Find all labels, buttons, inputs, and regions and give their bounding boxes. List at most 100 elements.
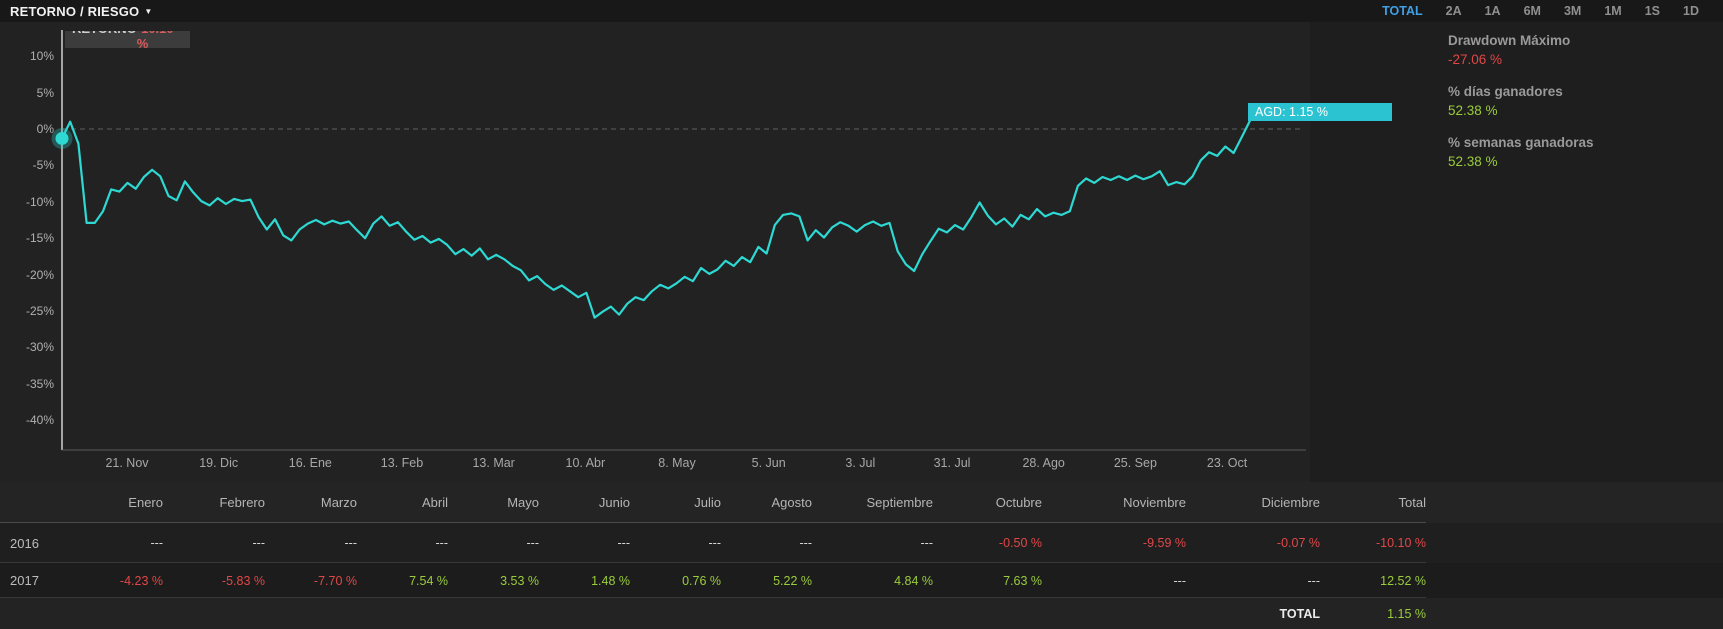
table-row-2016: 2016 --- --- --- --- --- --- --- --- --- -0.50 % -9… (0, 523, 1723, 563)
agd-value-badge: AGD: 1.15 % (1248, 103, 1392, 121)
y-tick-label: -5% (32, 158, 54, 173)
table-cell: Febrero (219, 495, 265, 510)
period-button-1s[interactable]: 1S (1644, 4, 1661, 18)
table-cell: Octubre (995, 495, 1042, 510)
stat-value: 52.38 % (1448, 103, 1498, 118)
y-tick-label: -15% (25, 231, 54, 246)
period-button-1d[interactable]: 1D (1683, 4, 1699, 18)
period-button-1m[interactable]: 1M (1604, 4, 1622, 18)
table-cell: Agosto (771, 495, 812, 510)
table-cell: --- (1307, 573, 1321, 588)
x-tick-label: 19. Dic (199, 456, 239, 470)
table-cell: 3.53 % (500, 573, 539, 588)
stats-panel: Drawdown Máximo -27.06 % % días ganadore… (1448, 33, 1718, 186)
table-cell: Diciembre (1261, 495, 1320, 510)
table-cell: -10.10 % (1375, 536, 1426, 550)
table-cell: 5.22 % (773, 573, 812, 588)
chart-panel: 10% 5% 0% -5% -10% -15% -20% -25% -30% -35% -40% 2… (0, 22, 1392, 482)
retorno-series-line (60, 119, 1252, 319)
chevron-down-icon: ▼ (144, 7, 153, 16)
x-tick-label: 10. Abr (565, 456, 606, 470)
stat-value: 52.38 % (1448, 154, 1498, 169)
table-cell: --- (344, 536, 358, 550)
x-tick-label: 25. Sep (1113, 456, 1157, 470)
table-cell: -7.70 % (313, 573, 357, 588)
x-tick-label: 3. Jul (845, 456, 876, 470)
table-cell: Noviembre (1123, 495, 1186, 510)
tooltip-value: -10.10 % (136, 31, 174, 48)
y-tick-label: -10% (25, 194, 54, 209)
monthly-returns-table: Enero Febrero Marzo Abril Mayo Junio Julio Agos… (0, 482, 1723, 629)
table-cell: Enero (128, 495, 163, 510)
stat-winning-days: % días ganadores 52.38 % (1448, 84, 1718, 118)
stat-value: -27.06 % (1448, 52, 1503, 67)
view-selector-dropdown[interactable]: RETORNO / RIESGO ▼ (10, 4, 152, 19)
table-cell: 7.63 % (1003, 573, 1042, 588)
table-cell: --- (708, 536, 722, 550)
y-tick-label: -25% (25, 304, 54, 318)
y-tick-label: 0% (36, 122, 54, 136)
x-tick-label: 5. Jun (751, 456, 786, 470)
table-cell: 0.76 % (682, 573, 721, 588)
table-cell: -0.50 % (998, 536, 1042, 550)
table-cell: --- (526, 536, 540, 550)
x-tick-label: 31. Jul (933, 456, 971, 470)
y-tick-label: -40% (25, 413, 54, 428)
x-tick-label: 28. Ago (1022, 456, 1065, 470)
table-cell: Total (1398, 495, 1426, 510)
retorno-line-chart[interactable] (0, 22, 1310, 452)
x-tick-label: 13. Feb (380, 456, 424, 470)
table-cell: --- (1173, 573, 1187, 588)
table-cell: -5.83 % (221, 573, 265, 588)
table-cell: Julio (694, 495, 721, 510)
period-button-3m[interactable]: 3M (1563, 4, 1582, 18)
table-cell: --- (920, 536, 934, 550)
y-tick-label: -35% (25, 376, 54, 391)
total-value: 1.15 % (1387, 606, 1426, 621)
table-cell: 4.84 % (894, 573, 933, 588)
table-cell: -0.07 % (1276, 536, 1320, 550)
x-tick-label: 13. Mar (472, 456, 515, 470)
stat-winning-weeks: % semanas ganadoras 52.38 % (1448, 135, 1718, 169)
table-cell: 12.52 % (1380, 573, 1426, 588)
table-cell: --- (252, 536, 266, 550)
total-label: TOTAL (1279, 606, 1320, 621)
table-row-2017: 2017 -4.23 % -5.83 % -7.70 % 7.54 % 3.53 % 1.4… (0, 563, 1723, 598)
table-cell: Marzo (320, 495, 357, 510)
table-cell: --- (799, 536, 813, 550)
table-cell: Septiembre (866, 495, 933, 510)
x-tick-label: 21. Nov (105, 456, 149, 470)
series-start-dot (55, 131, 69, 145)
table-cell: Abril (421, 495, 448, 510)
topbar: RETORNO / RIESGO ▼ TOTAL 2A 1A 6M 3M 1M 1S 1D (0, 0, 1723, 22)
stat-label: % días ganadores (1448, 84, 1563, 99)
table-header-row: Enero Febrero Marzo Abril Mayo Junio Julio Agos… (0, 482, 1723, 523)
table-cell: 2016 (10, 535, 39, 551)
x-tick-label: 8. May (658, 456, 696, 470)
chart-tooltip: RETORNO -10.10 % (65, 31, 190, 48)
tooltip-label: RETORNO (72, 31, 137, 48)
table-cell: --- (435, 536, 449, 550)
stat-label: Drawdown Máximo (1448, 33, 1571, 48)
period-button-6m[interactable]: 6M (1523, 4, 1541, 18)
y-tick-label: -30% (25, 340, 54, 355)
table-cell: 1.48 % (591, 573, 630, 588)
table-cell: -9.59 % (1142, 536, 1186, 550)
x-tick-label: 16. Ene (288, 456, 332, 470)
period-button-total[interactable]: TOTAL (1382, 4, 1423, 18)
y-tick-label: 5% (36, 85, 54, 100)
stat-label: % semanas ganadoras (1448, 135, 1594, 150)
table-cell: -4.23 % (119, 573, 163, 588)
y-tick-label: -20% (25, 267, 54, 282)
table-cell: Junio (598, 495, 630, 510)
stat-drawdown: Drawdown Máximo -27.06 % (1448, 33, 1718, 67)
table-cell: 2017 (10, 573, 39, 588)
x-tick-label: 23. Oct (1206, 456, 1248, 470)
table-cell: Mayo (507, 495, 539, 510)
table-cell: --- (617, 536, 631, 550)
period-button-1a[interactable]: 1A (1484, 4, 1501, 18)
y-tick-label: 10% (29, 49, 54, 64)
period-selector: TOTAL 2A 1A 6M 3M 1M 1S 1D (1382, 4, 1699, 18)
period-button-2a[interactable]: 2A (1445, 4, 1462, 18)
